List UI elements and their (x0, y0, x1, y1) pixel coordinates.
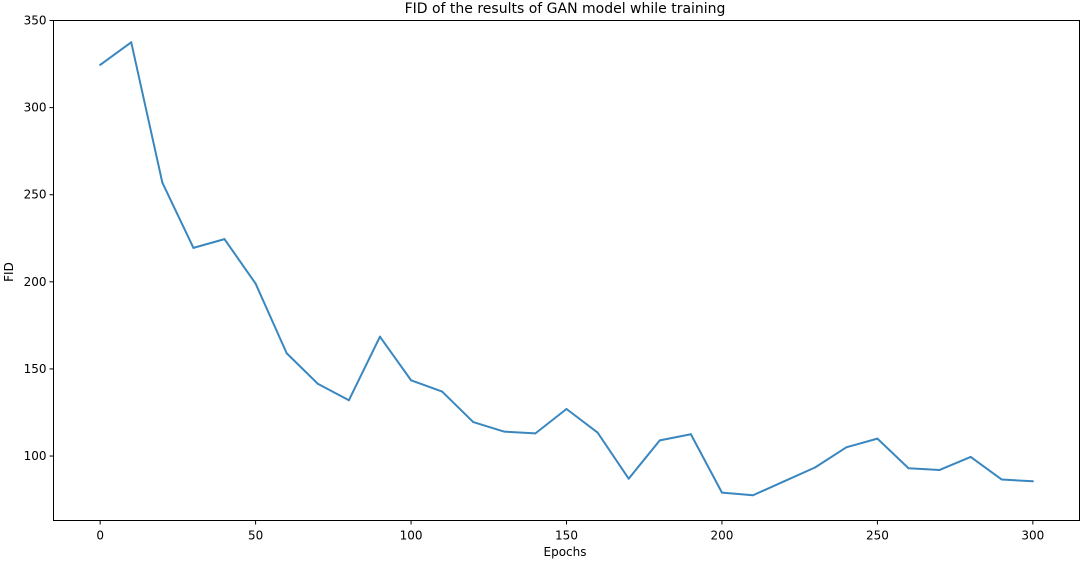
data-point (534, 432, 537, 435)
x-axis-label: Epochs (544, 545, 587, 559)
y-tick-label: 150 (24, 362, 47, 376)
data-point (907, 467, 910, 470)
x-tick-label: 100 (400, 529, 423, 543)
x-tick-label: 250 (866, 529, 889, 543)
data-point (565, 408, 568, 411)
y-tick-label: 200 (24, 275, 47, 289)
data-point (130, 41, 133, 44)
data-point (876, 437, 879, 440)
chart-title: FID of the results of GAN model while tr… (405, 1, 726, 17)
data-point (223, 238, 226, 241)
data-point (627, 477, 630, 480)
data-point (410, 379, 413, 382)
data-point (938, 468, 941, 471)
x-tick-label: 0 (96, 529, 104, 543)
y-tick-label: 350 (24, 14, 47, 28)
series-layer (99, 41, 1034, 497)
y-tick-label: 300 (24, 101, 47, 115)
data-point (1031, 480, 1034, 483)
y-axis-label: FID (2, 262, 16, 282)
data-point (254, 282, 257, 285)
data-point (378, 335, 381, 338)
data-point (1000, 478, 1003, 481)
y-tick-label: 250 (24, 188, 47, 202)
data-point (752, 494, 755, 497)
data-point (161, 181, 164, 184)
data-point (347, 399, 350, 402)
y-tick-label: 100 (24, 449, 47, 463)
data-point (99, 63, 102, 66)
x-tick-label: 200 (711, 529, 734, 543)
data-point (783, 480, 786, 483)
data-point (596, 431, 599, 434)
data-point (192, 246, 195, 249)
data-point (689, 433, 692, 436)
data-point (845, 446, 848, 449)
data-point (316, 382, 319, 385)
plot-frame (53, 20, 1080, 521)
data-point (969, 455, 972, 458)
x-tick-label: 50 (248, 529, 263, 543)
data-point (441, 390, 444, 393)
fid-series-line (99, 41, 1033, 497)
data-point (472, 421, 475, 424)
x-tick-label: 300 (1021, 529, 1044, 543)
ticks-layer: 0 50 100 150 200 250 300 100 150 200 250 300 350 (24, 14, 1045, 543)
x-tick-label: 150 (555, 529, 578, 543)
data-point (720, 491, 723, 494)
data-point (503, 430, 506, 433)
data-point (814, 466, 817, 469)
data-point (658, 439, 661, 442)
data-point (285, 352, 288, 355)
